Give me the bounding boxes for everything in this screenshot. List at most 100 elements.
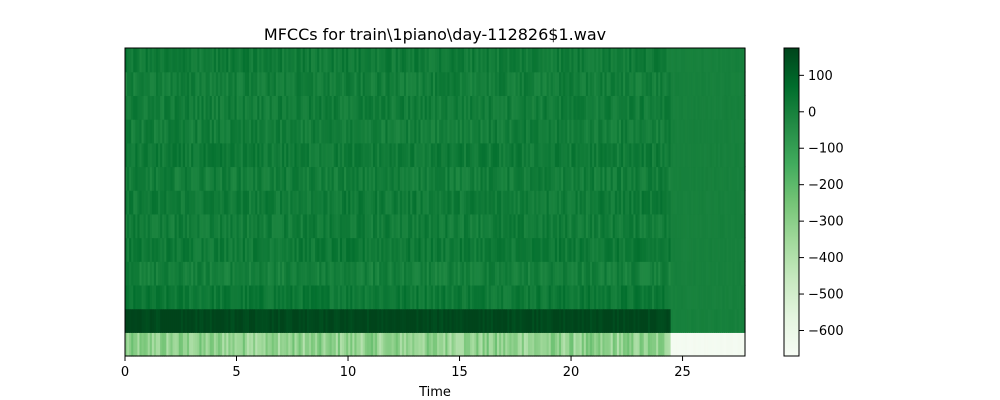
- heatmap-cell: [437, 166, 440, 191]
- heatmap-cell: [614, 284, 618, 310]
- heatmap-cell: [536, 48, 539, 73]
- heatmap-cell: [302, 71, 306, 96]
- heatmap-cell: [379, 237, 382, 262]
- heatmap-cell: [468, 142, 471, 168]
- heatmap-cell: [244, 119, 248, 144]
- heatmap-cell: [494, 213, 498, 239]
- heatmap-cell: [189, 237, 192, 262]
- heatmap-cell: [445, 284, 448, 310]
- heatmap-cell: [383, 308, 386, 333]
- heatmap-cell: [412, 284, 415, 310]
- heatmap-cell: [658, 119, 661, 144]
- heatmap-cell: [525, 119, 529, 144]
- heatmap-cell: [435, 308, 438, 333]
- heatmap-cell: [629, 332, 632, 357]
- heatmap-cell: [348, 71, 351, 96]
- heatmap-cell: [133, 332, 136, 357]
- heatmap-cell: [294, 190, 298, 215]
- heatmap-cell: [228, 190, 231, 215]
- heatmap-cell: [585, 190, 589, 215]
- heatmap-cell: [596, 190, 599, 215]
- heatmap-cell: [143, 332, 147, 357]
- heatmap-cell: [525, 332, 529, 357]
- heatmap-cell: [178, 119, 182, 144]
- heatmap-cell: [304, 71, 308, 96]
- heatmap-cell: [602, 95, 606, 120]
- heatmap-cell: [410, 237, 413, 262]
- heatmap-cell: [327, 237, 331, 262]
- heatmap-cell: [201, 48, 205, 73]
- heatmap-cell: [366, 332, 370, 357]
- heatmap-cell: [585, 308, 589, 333]
- heatmap-cell: [414, 119, 417, 144]
- heatmap-cell: [604, 237, 608, 262]
- heatmap-cell: [534, 213, 537, 239]
- heatmap-cell: [333, 213, 337, 239]
- heatmap-cell: [327, 308, 331, 333]
- heatmap-cell: [331, 190, 335, 215]
- heatmap-cell: [482, 95, 486, 120]
- heatmap-cell: [418, 332, 422, 357]
- heatmap-cell: [368, 237, 372, 262]
- heatmap-cell: [162, 48, 165, 73]
- heatmap-cell: [649, 284, 653, 310]
- heatmap-cell: [718, 308, 721, 333]
- heatmap-cell: [647, 71, 651, 96]
- heatmap-cell: [670, 142, 674, 168]
- heatmap-cell: [604, 308, 608, 333]
- heatmap-cell: [443, 142, 446, 168]
- heatmap-cell: [195, 142, 198, 168]
- heatmap-cell: [195, 308, 198, 333]
- heatmap-cell: [393, 237, 397, 262]
- heatmap-cell: [596, 48, 599, 73]
- heatmap-cell: [742, 213, 746, 239]
- heatmap-cell: [205, 213, 209, 239]
- heatmap-cell: [666, 213, 670, 239]
- heatmap-cell: [459, 261, 463, 286]
- heatmap-cell: [230, 190, 234, 215]
- heatmap-cell: [201, 213, 205, 239]
- heatmap-cell: [666, 284, 670, 310]
- heatmap-cell: [224, 284, 227, 310]
- heatmap-cell: [528, 71, 531, 96]
- heatmap-cell: [587, 48, 591, 73]
- heatmap-cell: [302, 332, 306, 357]
- heatmap-cell: [478, 166, 482, 191]
- heatmap-cell: [362, 261, 366, 286]
- heatmap-cell: [621, 166, 624, 191]
- heatmap-cell: [160, 95, 163, 120]
- heatmap-cell: [571, 261, 575, 286]
- heatmap-cell: [275, 190, 279, 215]
- heatmap-cell: [391, 190, 395, 215]
- heatmap-cell: [722, 237, 725, 262]
- heatmap-cell: [273, 142, 277, 168]
- heatmap-cell: [222, 166, 225, 191]
- heatmap-cell: [170, 284, 174, 310]
- heatmap-cell: [156, 48, 159, 73]
- heatmap-cell: [381, 71, 384, 96]
- heatmap-cell: [443, 308, 446, 333]
- heatmap-cell: [486, 213, 490, 239]
- heatmap-cell: [656, 213, 659, 239]
- heatmap-cell: [676, 71, 680, 96]
- heatmap-cell: [141, 190, 145, 215]
- heatmap-cell: [627, 284, 630, 310]
- heatmap-cell: [476, 261, 479, 286]
- heatmap-cell: [139, 332, 143, 357]
- heatmap-cell: [439, 119, 442, 144]
- heatmap-cell: [331, 284, 335, 310]
- heatmap-cell: [521, 332, 525, 357]
- heatmap-cell: [507, 71, 510, 96]
- heatmap-cell: [242, 48, 246, 73]
- heatmap-cell: [329, 190, 333, 215]
- heatmap-cell: [207, 308, 211, 333]
- heatmap-cell: [294, 95, 298, 120]
- heatmap-cell: [453, 166, 457, 191]
- heatmap-cell: [685, 48, 688, 73]
- heatmap-cell: [691, 284, 694, 310]
- heatmap-cell: [559, 213, 562, 239]
- heatmap-cell: [680, 190, 684, 215]
- heatmap-cell: [195, 237, 198, 262]
- heatmap-cell: [236, 284, 240, 310]
- heatmap-cell: [203, 95, 207, 120]
